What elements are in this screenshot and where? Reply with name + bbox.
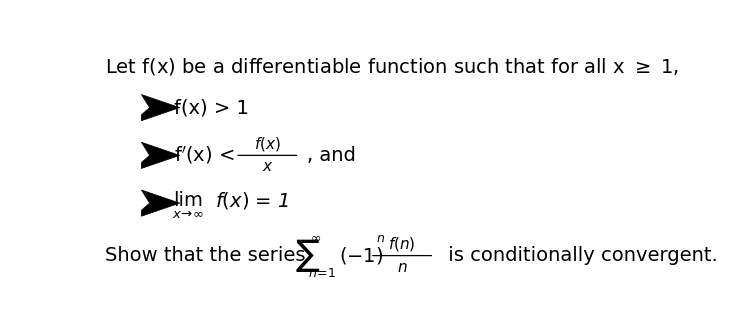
Polygon shape (141, 95, 180, 121)
Text: lim: lim (174, 191, 203, 210)
Text: $x\!\to\!\infty$: $x\!\to\!\infty$ (172, 208, 204, 221)
Text: f(x) > 1: f(x) > 1 (174, 98, 249, 117)
Text: $f(x)$ = 1: $f(x)$ = 1 (215, 190, 289, 211)
Text: $(-1)$: $(-1)$ (339, 245, 384, 266)
Text: $n\!=\!1$: $n\!=\!1$ (308, 267, 336, 280)
Text: $n$: $n$ (397, 259, 407, 275)
Text: is conditionally convergent.: is conditionally convergent. (442, 246, 717, 265)
Text: $\sum$: $\sum$ (295, 237, 320, 274)
Text: $f(x)$: $f(x)$ (254, 135, 280, 153)
Text: $\infty$: $\infty$ (310, 231, 321, 244)
Polygon shape (141, 190, 180, 216)
Text: Show that the series: Show that the series (105, 246, 311, 265)
Text: $f(n)$: $f(n)$ (389, 235, 416, 253)
Text: $n$: $n$ (376, 232, 385, 246)
Text: $x$: $x$ (262, 159, 273, 174)
Polygon shape (141, 142, 180, 169)
Text: f$'$(x) <: f$'$(x) < (174, 144, 236, 166)
Text: Let f(x) be a differentiable function such that for all x $\geq$ 1,: Let f(x) be a differentiable function su… (105, 56, 679, 77)
Text: , and: , and (307, 146, 356, 165)
